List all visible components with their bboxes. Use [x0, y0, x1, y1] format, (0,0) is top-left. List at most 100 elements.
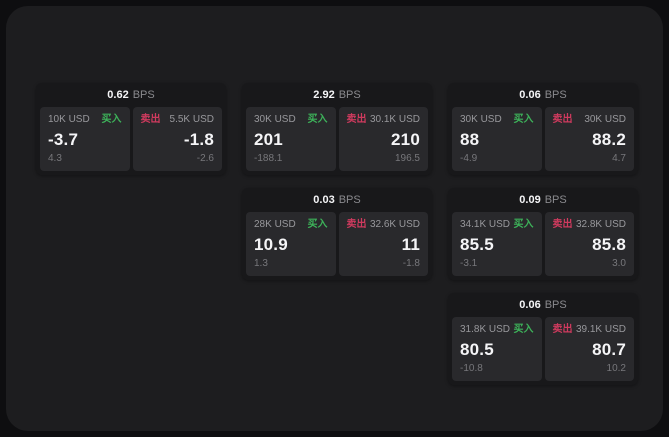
sell-value: 210 — [391, 129, 420, 149]
buy-delta: -188.1 — [254, 153, 283, 164]
buy-value: 80.5 — [460, 339, 494, 359]
buy-label: 买入 — [307, 219, 328, 230]
sell-panel-header: 卖出 39.1K USD — [553, 324, 627, 336]
buy-label: 买入 — [513, 324, 534, 335]
buy-delta: 4.3 — [48, 153, 62, 164]
quote-card: 0.09 BPS 34.1K USD 买入 85.5 -3.1 卖出 32.8K… — [448, 188, 638, 280]
buy-panel[interactable]: 10K USD 买入 -3.7 4.3 — [40, 107, 130, 171]
bps-value: 0.06 — [519, 299, 541, 311]
sell-label: 卖出 — [140, 114, 161, 125]
buy-amount: 10K USD — [48, 114, 90, 125]
sell-label: 卖出 — [552, 219, 573, 230]
buy-delta: -10.8 — [460, 363, 483, 374]
sell-delta: 196.5 — [394, 153, 420, 164]
sell-panel-header: 卖出 32.8K USD — [553, 219, 627, 231]
sell-panel-header: 卖出 5.5K USD — [141, 114, 215, 126]
bps-unit-label: BPS — [132, 89, 155, 101]
sell-panel[interactable]: 卖出 32.6K USD 11 -1.8 — [338, 212, 428, 276]
sell-value: 80.7 — [592, 339, 626, 359]
sell-amount: 32.6K USD — [369, 219, 420, 230]
buy-value: 10.9 — [254, 234, 288, 254]
sell-label: 卖出 — [552, 114, 573, 125]
sell-amount: 39.1K USD — [575, 324, 626, 335]
sell-panel[interactable]: 卖出 39.1K USD 80.7 10.2 — [544, 317, 634, 381]
buy-panel-header: 30K USD 买入 — [460, 114, 534, 126]
buy-value: 85.5 — [460, 234, 494, 254]
bps-unit-label: BPS — [544, 89, 567, 101]
buy-label: 买入 — [307, 114, 328, 125]
quote-card: 2.92 BPS 30K USD 买入 201 -188.1 卖出 30.1K … — [242, 83, 432, 175]
bps-value: 0.62 — [107, 89, 129, 101]
sell-panel-header: 卖出 32.6K USD — [347, 219, 421, 231]
card-body: 34.1K USD 买入 85.5 -3.1 卖出 32.8K USD 85.8… — [452, 212, 634, 276]
buy-amount: 34.1K USD — [460, 219, 511, 230]
buy-panel[interactable]: 30K USD 买入 88 -4.9 — [452, 107, 542, 171]
buy-delta: -3.1 — [460, 258, 478, 269]
bps-unit-label: BPS — [338, 89, 361, 101]
buy-delta: 1.3 — [254, 258, 268, 269]
buy-value: -3.7 — [48, 129, 79, 149]
card-header: 0.06 BPS — [452, 293, 634, 317]
sell-label: 卖出 — [552, 324, 573, 335]
buy-panel-header: 30K USD 买入 — [254, 114, 328, 126]
sell-panel[interactable]: 卖出 30K USD 88.2 4.7 — [544, 107, 634, 171]
quote-cards-grid: 0.62 BPS 10K USD 买入 -3.7 4.3 卖出 5.5K USD… — [36, 83, 638, 385]
buy-label: 买入 — [101, 114, 122, 125]
bps-unit-label: BPS — [338, 194, 361, 206]
sell-value: 88.2 — [592, 129, 626, 149]
card-header: 0.03 BPS — [246, 188, 428, 212]
buy-panel-header: 34.1K USD 买入 — [460, 219, 534, 231]
buy-panel[interactable]: 31.8K USD 买入 80.5 -10.8 — [452, 317, 542, 381]
sell-value: -1.8 — [183, 129, 214, 149]
bps-unit-label: BPS — [544, 194, 567, 206]
quote-card: 0.06 BPS 31.8K USD 买入 80.5 -10.8 卖出 39.1… — [448, 293, 638, 385]
card-header: 0.09 BPS — [452, 188, 634, 212]
buy-panel-header: 10K USD 买入 — [48, 114, 122, 126]
card-body: 10K USD 买入 -3.7 4.3 卖出 5.5K USD -1.8 -2.… — [40, 107, 222, 171]
sell-label: 卖出 — [346, 114, 367, 125]
sell-delta: -1.8 — [402, 258, 420, 269]
card-body: 31.8K USD 买入 80.5 -10.8 卖出 39.1K USD 80.… — [452, 317, 634, 381]
buy-panel-header: 31.8K USD 买入 — [460, 324, 534, 336]
sell-delta: 3.0 — [612, 258, 626, 269]
buy-value: 201 — [254, 129, 283, 149]
bps-value: 0.09 — [519, 194, 541, 206]
sell-panel[interactable]: 卖出 32.8K USD 85.8 3.0 — [544, 212, 634, 276]
buy-value: 88 — [460, 129, 480, 149]
sell-amount: 5.5K USD — [169, 114, 214, 125]
sell-value: 85.8 — [592, 234, 626, 254]
bps-value: 0.06 — [519, 89, 541, 101]
buy-delta: -4.9 — [460, 153, 478, 164]
sell-value: 11 — [401, 234, 420, 254]
quote-card: 0.06 BPS 30K USD 买入 88 -4.9 卖出 30K USD 8… — [448, 83, 638, 175]
sell-panel-header: 卖出 30.1K USD — [347, 114, 421, 126]
sell-panel[interactable]: 卖出 30.1K USD 210 196.5 — [338, 107, 428, 171]
card-column: 0.62 BPS 10K USD 买入 -3.7 4.3 卖出 5.5K USD… — [36, 83, 226, 175]
card-header: 0.62 BPS — [40, 83, 222, 107]
buy-panel-header: 28K USD 买入 — [254, 219, 328, 231]
sell-amount: 30K USD — [584, 114, 626, 125]
buy-label: 买入 — [513, 219, 534, 230]
bps-unit-label: BPS — [544, 299, 567, 311]
bps-value: 2.92 — [313, 89, 335, 101]
card-body: 30K USD 买入 201 -188.1 卖出 30.1K USD 210 1… — [246, 107, 428, 171]
card-body: 28K USD 买入 10.9 1.3 卖出 32.6K USD 11 -1.8 — [246, 212, 428, 276]
buy-amount: 30K USD — [460, 114, 502, 125]
card-body: 30K USD 买入 88 -4.9 卖出 30K USD 88.2 4.7 — [452, 107, 634, 171]
buy-panel[interactable]: 30K USD 买入 201 -188.1 — [246, 107, 336, 171]
buy-panel[interactable]: 34.1K USD 买入 85.5 -3.1 — [452, 212, 542, 276]
quote-card: 0.03 BPS 28K USD 买入 10.9 1.3 卖出 32.6K US… — [242, 188, 432, 280]
app-panel: 0.62 BPS 10K USD 买入 -3.7 4.3 卖出 5.5K USD… — [6, 6, 663, 431]
sell-amount: 30.1K USD — [369, 114, 420, 125]
bps-value: 0.03 — [313, 194, 335, 206]
sell-label: 卖出 — [346, 219, 367, 230]
sell-panel[interactable]: 卖出 5.5K USD -1.8 -2.6 — [132, 107, 222, 171]
card-header: 2.92 BPS — [246, 83, 428, 107]
buy-amount: 31.8K USD — [460, 324, 511, 335]
card-column: 0.06 BPS 30K USD 买入 88 -4.9 卖出 30K USD 8… — [448, 83, 638, 385]
buy-amount: 28K USD — [254, 219, 296, 230]
sell-delta: 4.7 — [612, 153, 626, 164]
buy-panel[interactable]: 28K USD 买入 10.9 1.3 — [246, 212, 336, 276]
card-column: 2.92 BPS 30K USD 买入 201 -188.1 卖出 30.1K … — [242, 83, 432, 280]
sell-delta: 10.2 — [606, 363, 626, 374]
